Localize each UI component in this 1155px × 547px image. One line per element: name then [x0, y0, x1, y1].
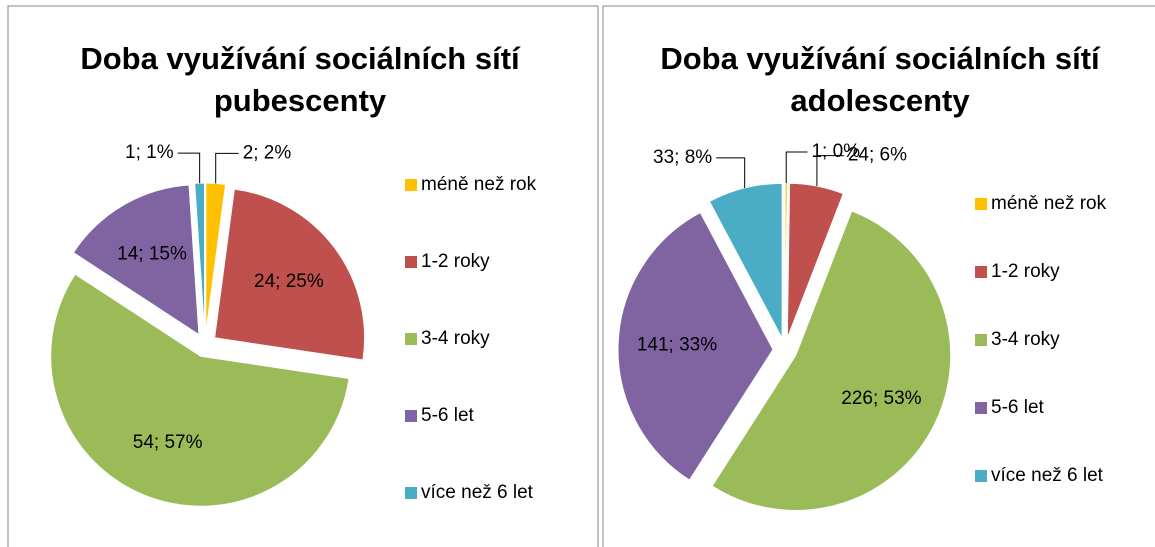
- legend-swatch: [975, 198, 987, 210]
- legend-label: méně než rok: [991, 193, 1107, 214]
- legend-label: více než 6 let: [421, 482, 534, 503]
- legend-label: 5-6 let: [421, 405, 475, 426]
- pie-slice: [214, 188, 366, 361]
- leader-line: [177, 152, 201, 184]
- legend-swatch: [405, 487, 417, 499]
- legend-label: 3-4 roky: [991, 329, 1060, 350]
- pie-slice: [72, 184, 200, 336]
- data-label: 1; 1%: [125, 142, 174, 163]
- legend-swatch: [975, 470, 987, 482]
- pie-slice: [50, 273, 350, 507]
- leader-line: [215, 152, 239, 184]
- pie-slice: [194, 182, 206, 334]
- data-label: 33; 8%: [653, 147, 712, 168]
- legend-swatch: [405, 333, 417, 345]
- legend-swatch: [975, 402, 987, 414]
- data-label: 24; 6%: [848, 145, 907, 166]
- leader-line: [716, 157, 746, 188]
- panel-border: [602, 5, 1155, 547]
- pie-slice: [617, 211, 774, 481]
- pie-slice: [205, 182, 227, 334]
- panel-border: [7, 5, 599, 547]
- legend-label: 1-2 roky: [421, 251, 490, 272]
- legend-label: více než 6 let: [991, 465, 1104, 486]
- data-label: 226; 53%: [841, 388, 921, 409]
- legend-label: méně než rok: [421, 174, 537, 195]
- data-label: 54; 57%: [133, 432, 203, 453]
- data-label: 1; 0%: [811, 141, 860, 162]
- pie-slice: [784, 182, 788, 339]
- legend-label: 3-4 roky: [421, 328, 490, 349]
- chart-title: Doba využívání sociálních sítí pubescent…: [80, 41, 520, 118]
- pie-slice: [711, 210, 952, 511]
- legend-swatch: [405, 256, 417, 268]
- legend-swatch: [975, 266, 987, 278]
- legend-label: 5-6 let: [991, 397, 1045, 418]
- data-label: 24; 25%: [254, 271, 324, 292]
- chart-title: Doba využívání sociálních sítí adolescen…: [660, 41, 1100, 118]
- data-label: 2; 2%: [243, 142, 292, 163]
- data-label: 14; 15%: [117, 243, 187, 264]
- legend-swatch: [405, 410, 417, 422]
- data-label: 141; 33%: [637, 335, 717, 356]
- leader-line: [785, 151, 808, 184]
- legend-label: 1-2 roky: [991, 261, 1060, 282]
- leader-line: [816, 155, 844, 187]
- pie-slice: [786, 182, 844, 339]
- legend-swatch: [405, 179, 417, 191]
- legend-swatch: [975, 334, 987, 346]
